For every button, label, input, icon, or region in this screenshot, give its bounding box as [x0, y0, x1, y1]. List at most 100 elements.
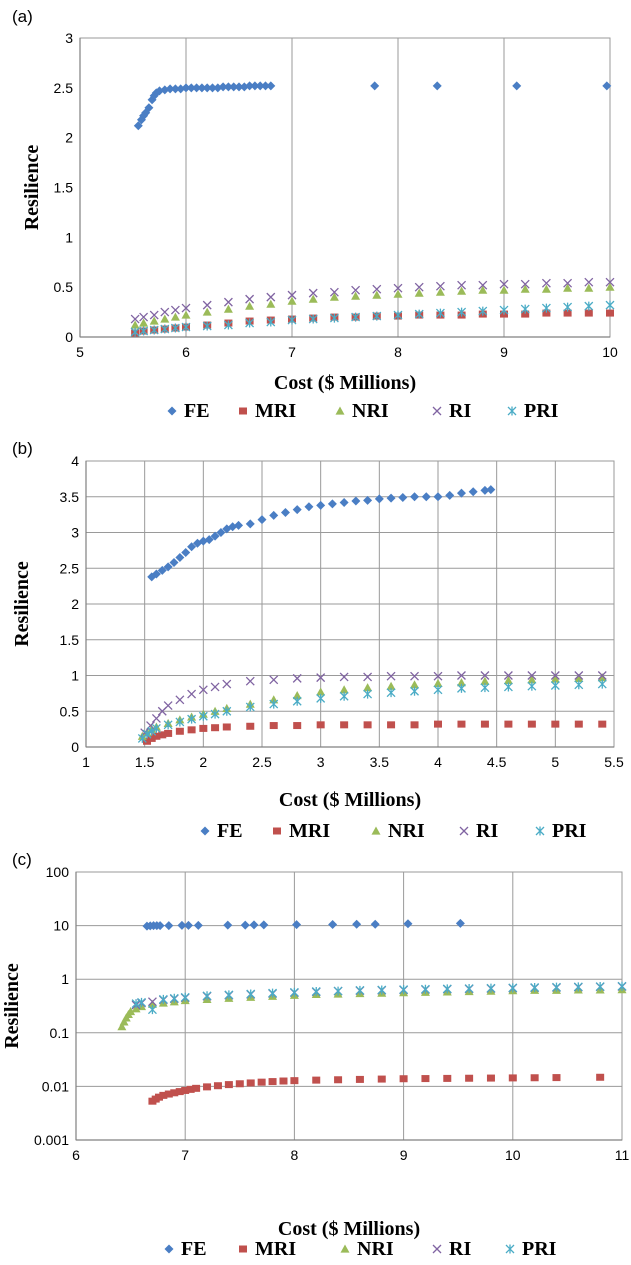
pri-point — [187, 714, 197, 724]
fe-point — [456, 488, 466, 498]
legend-marker-fe — [164, 1244, 174, 1254]
plot-area — [79, 37, 611, 338]
legend-marker-nri — [335, 406, 345, 415]
ri-point — [605, 277, 615, 287]
mri-point — [213, 1082, 222, 1090]
chart-svg-c: (c) 6 7 8 9 10 11 0.001 0.01 0.1 1 10 100 Cost ($ Mil… — [1, 850, 630, 1260]
ri-point — [292, 673, 302, 683]
fe-point — [202, 83, 212, 93]
nri-point — [478, 285, 488, 294]
ri-point — [457, 280, 467, 290]
fe-point — [410, 492, 420, 502]
pri-point — [503, 682, 513, 692]
mri-point — [222, 723, 231, 731]
fe-point — [304, 502, 314, 512]
x-tick-label: 1 — [82, 754, 90, 770]
pri-point — [160, 324, 170, 334]
pri-point — [169, 993, 179, 1003]
mri-point — [443, 1074, 452, 1082]
nri-point — [435, 287, 445, 296]
mri-point — [290, 1077, 299, 1085]
fe-point — [187, 542, 197, 552]
fe-point — [455, 918, 465, 928]
pri-point — [527, 681, 537, 691]
mri-point — [152, 732, 161, 740]
y-tick-label: 2.5 — [54, 80, 74, 96]
ri-point — [563, 278, 573, 288]
pri-point — [435, 308, 445, 318]
series-nri — [137, 673, 607, 740]
pri-point — [597, 679, 607, 689]
series-mri — [148, 1073, 605, 1105]
pri-point — [351, 312, 361, 322]
nri-point — [414, 288, 424, 297]
legend-label-pri: PRI — [524, 400, 559, 422]
fe-point — [261, 81, 270, 91]
legend-label-fe: FE — [217, 820, 243, 842]
legend-marker-fe — [200, 826, 210, 836]
mri-point — [508, 1074, 517, 1082]
nri-point — [266, 299, 276, 308]
mri-point — [186, 1085, 195, 1093]
y-tick-label: 0.1 — [50, 1025, 70, 1041]
ri-point — [287, 290, 297, 300]
mri-point — [164, 729, 173, 737]
y-axis-title: Resilience — [1, 963, 23, 1049]
x-tick-label: 11 — [615, 1147, 630, 1163]
nri-point — [372, 290, 382, 299]
nri-point — [131, 1004, 141, 1013]
pri-point — [605, 300, 615, 310]
ri-point — [499, 279, 509, 289]
fe-point — [269, 510, 279, 520]
mri-point — [410, 721, 419, 729]
ri-point — [339, 672, 349, 682]
mri-point — [224, 1081, 233, 1089]
nri-point — [393, 289, 403, 298]
pri-point — [222, 706, 232, 716]
nri-point — [410, 680, 420, 689]
nri-point — [139, 318, 149, 327]
pri-point — [520, 304, 530, 314]
pri-point — [316, 693, 326, 703]
ri-point — [181, 303, 191, 313]
ri-point — [245, 294, 255, 304]
legend-label-mri: MRI — [255, 1238, 296, 1260]
ri-point — [363, 672, 373, 682]
y-tick-label: 1.5 — [60, 632, 80, 648]
ri-point — [329, 287, 339, 297]
legend-marker-pri — [507, 406, 517, 416]
nri-point — [363, 683, 373, 692]
legend-marker-ri — [459, 826, 469, 836]
pri-point — [617, 981, 627, 991]
fe-point — [155, 921, 165, 931]
pri-point — [530, 983, 540, 993]
y-tick-label: 0.01 — [42, 1078, 69, 1094]
fe-point — [186, 83, 196, 93]
legend-label-pri: PRI — [552, 820, 587, 842]
nri-point — [527, 675, 537, 684]
pri-point — [399, 985, 409, 995]
legend-label-pri: PRI — [522, 1238, 557, 1260]
series-mri — [143, 720, 607, 745]
mri-point — [542, 309, 551, 317]
series-nri — [130, 282, 615, 329]
nri-point — [149, 316, 159, 325]
fe-point — [403, 919, 413, 929]
pri-point — [268, 988, 278, 998]
fe-point — [316, 500, 326, 510]
fe-point — [144, 103, 154, 113]
ri-point — [147, 997, 157, 1007]
y-tick-label: 0.5 — [60, 703, 80, 719]
legend: FE MRI NRI RI PRI — [167, 400, 559, 422]
y-tick-label: 1 — [65, 229, 73, 245]
nri-point — [386, 681, 396, 690]
pri-point — [573, 982, 583, 992]
fe-point — [421, 492, 431, 502]
pri-point — [289, 987, 299, 997]
x-tick-label: 9 — [400, 1147, 408, 1163]
mri-point — [158, 731, 167, 739]
x-axis-title: Cost ($ Millions) — [274, 372, 416, 394]
mri-point — [203, 1083, 212, 1091]
ri-point — [478, 280, 488, 290]
fe-point — [432, 81, 442, 91]
